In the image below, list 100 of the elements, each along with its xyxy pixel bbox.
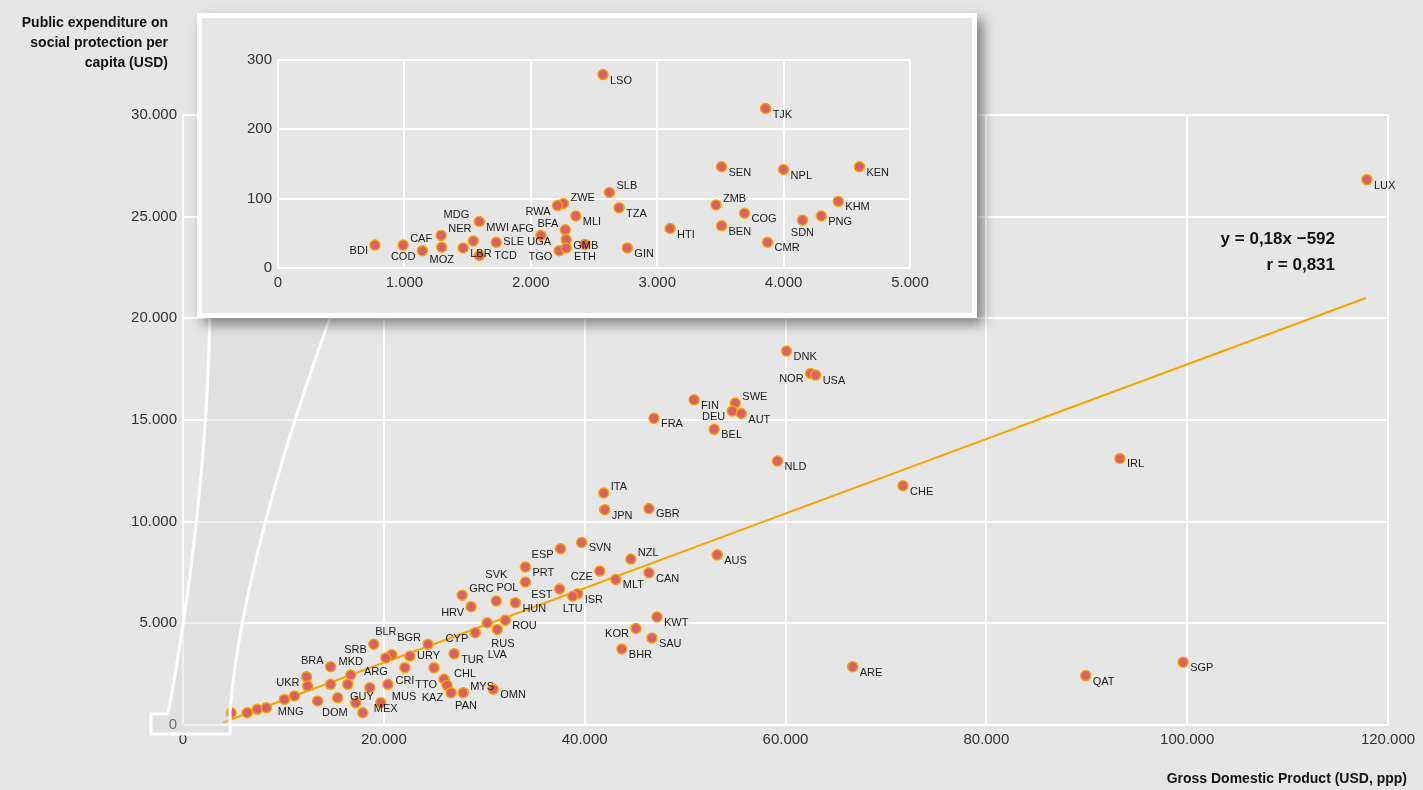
data-label: OMN [500, 688, 527, 701]
data-label: EST [531, 588, 553, 600]
data-label: ITA [610, 480, 628, 493]
data-label: ISR [584, 592, 604, 605]
data-label: LUX [1373, 178, 1396, 191]
data-label: LTU [562, 602, 583, 615]
data-label: MLI [582, 215, 602, 228]
data-label: JPN [611, 508, 633, 521]
data-label: SLE [503, 235, 525, 248]
data-label: SWE [742, 390, 768, 403]
point [597, 68, 609, 81]
data-label: TCD [494, 248, 518, 261]
x-tick-label: 100.000 [1160, 730, 1215, 748]
y-tick-label: 100 [246, 188, 272, 206]
data-label: MKD [338, 655, 363, 668]
data-label: SRB [344, 643, 367, 656]
data-label: ROU [512, 619, 537, 632]
data-label: AUT [748, 412, 771, 425]
data-label: PRT [532, 566, 555, 579]
data-label: AFG [511, 222, 534, 235]
data-label: COG [751, 212, 777, 225]
point [397, 239, 409, 251]
y-tick-label: 0 [168, 715, 177, 733]
data-label: PAN [455, 698, 477, 711]
data-label: ZMB [722, 191, 747, 204]
x-tick-label: 120.000 [1360, 730, 1416, 748]
data-label: SVN [588, 541, 612, 554]
data-label: ARG [364, 664, 388, 677]
data-label: URY [416, 649, 441, 662]
point [832, 195, 845, 208]
point [815, 210, 828, 222]
data-label: BEL [721, 428, 742, 441]
data-label: AUS [724, 553, 747, 566]
x-tick-label: 60.000 [762, 730, 809, 748]
point [570, 210, 582, 222]
data-label: MEX [373, 701, 399, 714]
data-label: FIN [701, 398, 719, 411]
point [715, 161, 728, 173]
data-label: CRI [395, 673, 415, 686]
data-label: SVK [485, 568, 508, 580]
point [560, 242, 572, 254]
data-label: QAT [1092, 674, 1115, 687]
data-label: SEN [728, 165, 752, 178]
point [796, 214, 809, 226]
data-label: ESP [531, 547, 554, 560]
data-label: TUR [461, 652, 484, 665]
point [710, 199, 722, 211]
data-label: NOR [779, 372, 804, 385]
point [369, 239, 381, 251]
point [853, 161, 866, 173]
data-label: SDN [790, 226, 815, 239]
point [621, 242, 634, 254]
data-label: RWA [525, 204, 552, 217]
data-label: DOM [322, 705, 348, 718]
point [490, 236, 503, 249]
data-label: HTI [677, 227, 695, 240]
data-label: USA [822, 374, 846, 387]
y-tick-label: 20.000 [131, 308, 177, 326]
data-label: CAF [410, 232, 433, 245]
data-label: MYS [470, 679, 495, 692]
point [664, 222, 676, 235]
data-label: TZA [626, 206, 648, 219]
y-axis-title: Public expenditure on social protection per capita (USD) [20, 13, 168, 72]
y-tick-label: 0 [263, 258, 272, 276]
data-label: KOR [605, 627, 629, 640]
x-axis-title: Gross Domestic Product (USD, ppp) [1166, 770, 1407, 786]
y-tick-label: 10.000 [131, 511, 177, 529]
data-label: KWT [663, 616, 689, 629]
point [613, 201, 625, 214]
point [435, 241, 448, 253]
data-label: CZE [570, 570, 593, 583]
data-label: CHE [909, 484, 934, 497]
data-label: FRA [660, 417, 684, 430]
point [715, 219, 728, 232]
data-label: HRV [441, 605, 465, 618]
data-label: TJK [772, 107, 793, 120]
data-label: TTO [415, 678, 438, 691]
data-label: BRA [300, 653, 325, 666]
x-tick-label: 0 [273, 273, 283, 291]
data-label: GIN [634, 246, 654, 259]
data-label: IRL [1126, 457, 1145, 470]
data-label: NLD [784, 460, 807, 473]
point [759, 102, 772, 115]
annotation: r = 0,831 [1265, 254, 1335, 276]
data-label: GRC [469, 582, 494, 595]
data-label: MWI [486, 220, 509, 233]
data-label: MNG [277, 704, 304, 717]
point [551, 199, 564, 212]
point [416, 244, 429, 257]
data-label: DEU [702, 410, 726, 423]
x-tick-label: 1.000 [385, 273, 424, 291]
data-label: NER [448, 222, 472, 235]
point [738, 207, 751, 219]
data-label: KAZ [421, 691, 444, 704]
data-label: BHR [628, 647, 653, 660]
x-tick-label: 3.000 [638, 273, 676, 291]
data-label: SGP [1190, 661, 1214, 674]
x-tick-label: 80.000 [963, 730, 1010, 748]
data-label: PNG [828, 215, 853, 228]
data-label: LSO [609, 73, 633, 86]
